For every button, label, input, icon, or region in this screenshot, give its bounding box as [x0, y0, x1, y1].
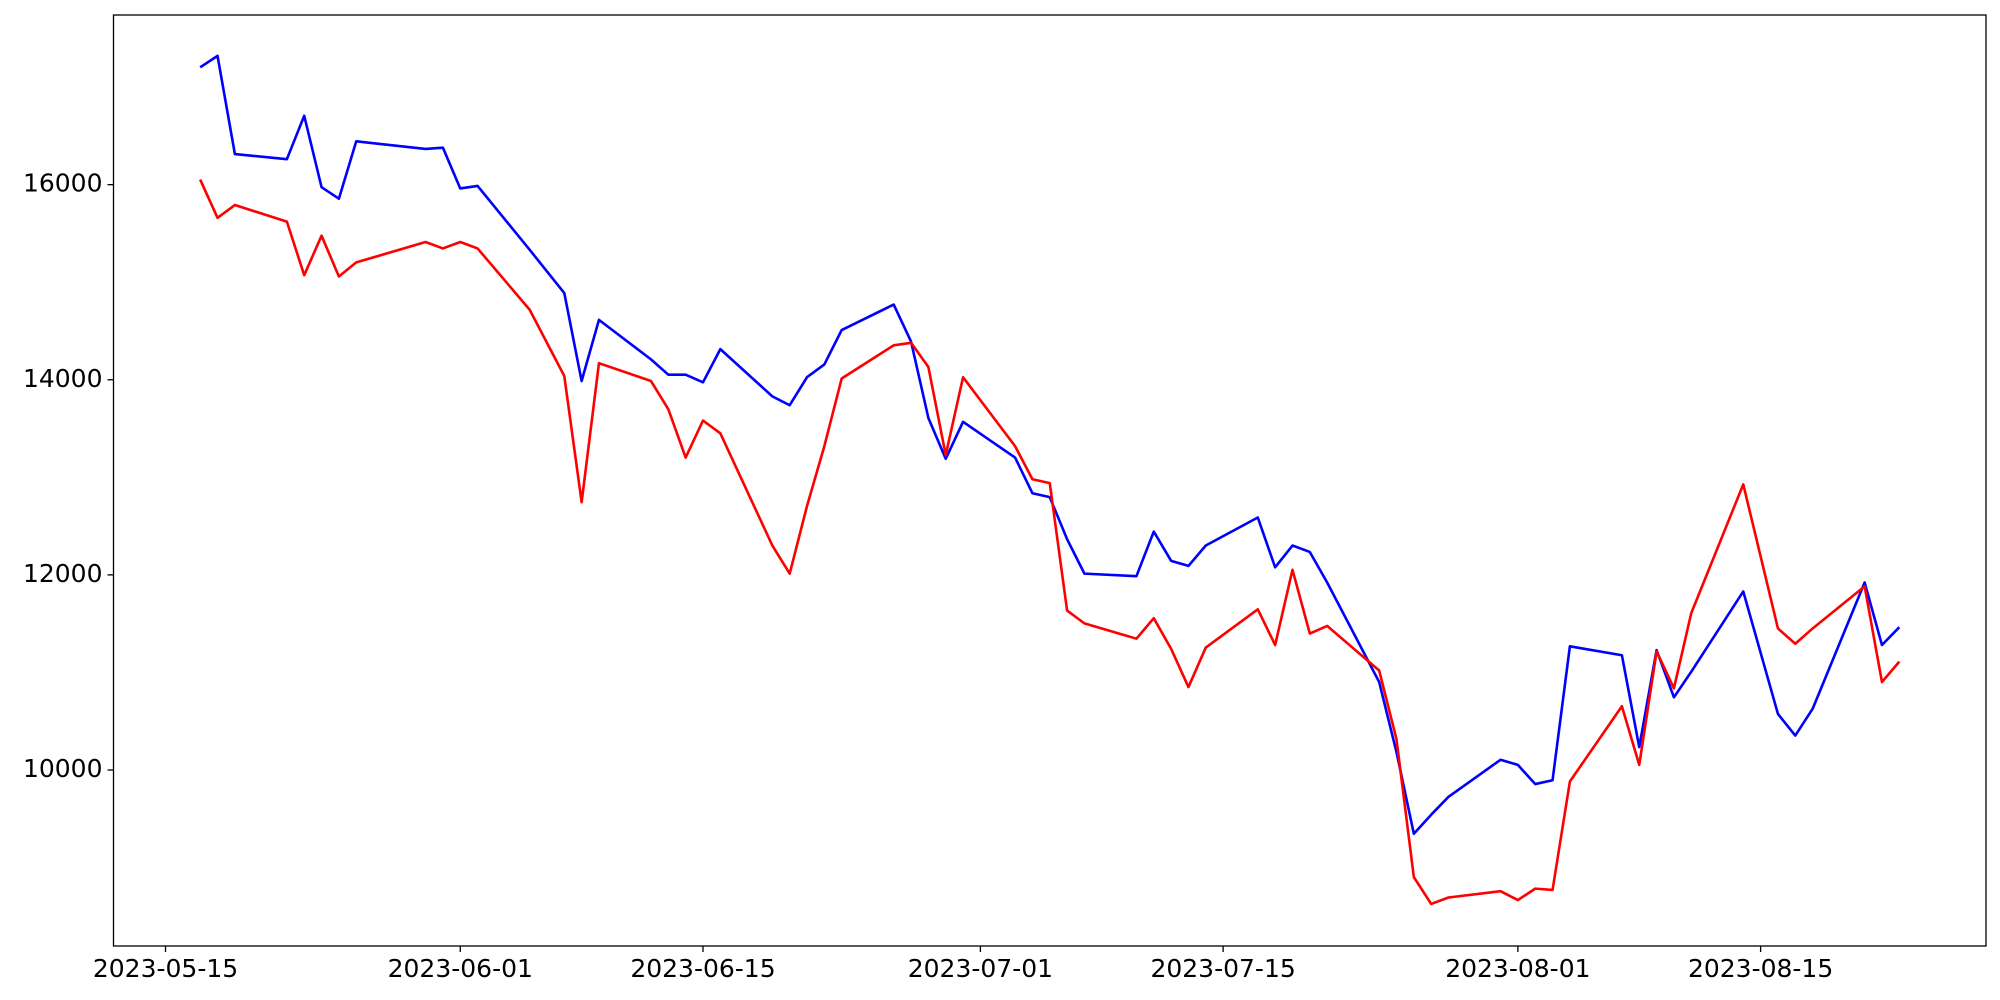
x-tick-label: 2023-05-15: [93, 954, 238, 983]
x-tick-label: 2023-07-01: [908, 954, 1053, 983]
series-line: [199, 54, 1901, 836]
x-tick-label: 2023-08-01: [1445, 954, 1590, 983]
y-tick-label: 10000: [23, 754, 103, 783]
y-tick-label: 16000: [23, 169, 103, 198]
series-line: [199, 179, 1901, 906]
y-tick-label: 14000: [23, 364, 103, 393]
x-tick-label: 2023-06-15: [630, 954, 775, 983]
plot-frame: [112, 14, 1987, 947]
y-tick-label: 12000: [23, 559, 103, 588]
x-tick-label: 2023-07-15: [1150, 954, 1295, 983]
x-tick-label: 2023-08-15: [1688, 954, 1833, 983]
x-tick-label: 2023-06-01: [388, 954, 533, 983]
